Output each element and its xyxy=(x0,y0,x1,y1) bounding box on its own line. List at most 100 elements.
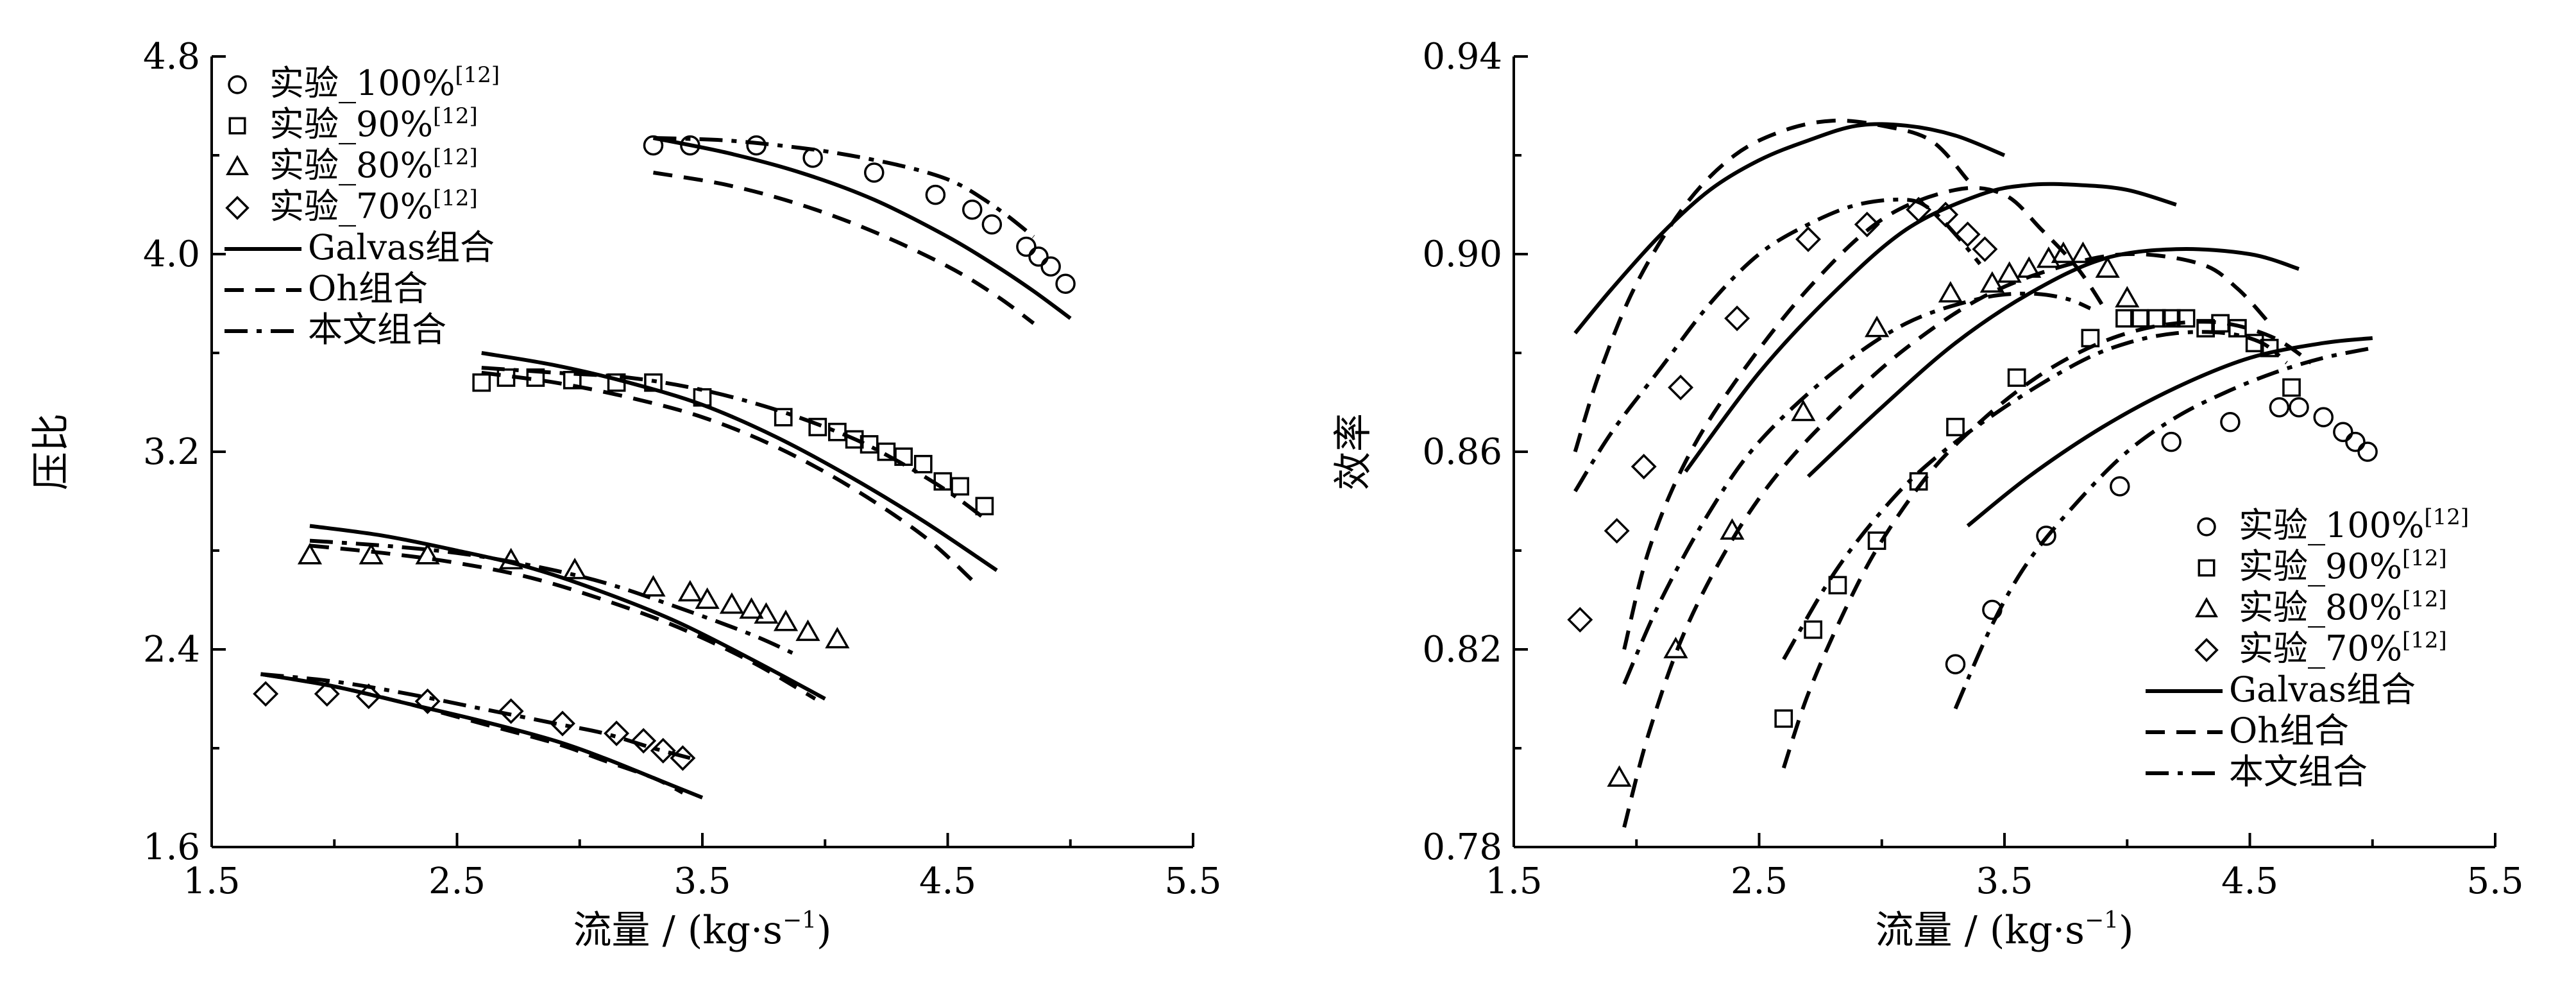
data-point-triangle xyxy=(415,543,440,565)
data-point-triangle xyxy=(297,543,323,565)
data-point-square xyxy=(2007,368,2026,387)
legend-label: 本文组合 xyxy=(308,309,446,350)
legend-label: 实验_70%[12] xyxy=(269,185,478,227)
y-tick-label: 4.8 xyxy=(143,36,200,78)
model-line-solid xyxy=(1573,122,2006,335)
y-tick-label: 0.78 xyxy=(1422,827,1502,868)
data-point-circle xyxy=(864,162,885,183)
data-point-circle xyxy=(925,184,946,205)
legend-label: 实验_80%[12] xyxy=(2239,587,2447,628)
data-point-square xyxy=(2147,309,2166,328)
data-point-diamond xyxy=(1795,226,1821,252)
data-point-diamond xyxy=(1631,454,1657,480)
legend-marker-circle xyxy=(2197,517,2216,536)
data-point-circle xyxy=(962,199,983,220)
model-line-dashdot xyxy=(1953,346,2373,710)
legend-marker-circle xyxy=(228,75,247,94)
data-point-square xyxy=(1774,709,1793,728)
model-line-dash xyxy=(1622,252,2271,828)
data-point-square xyxy=(563,371,582,390)
x-axis-label: 流量 / (kg·s−1) xyxy=(573,907,832,953)
data-point-diamond xyxy=(355,683,382,710)
data-point-circle xyxy=(2313,407,2334,427)
data-point-square xyxy=(1804,620,1823,639)
y-tick-label: 0.82 xyxy=(1422,629,1502,671)
data-point-diamond xyxy=(1854,211,1880,237)
model-line-solid xyxy=(1806,247,2300,478)
legend-label: 实验_90%[12] xyxy=(269,103,478,144)
data-point-square xyxy=(2196,319,2216,338)
legend-label: 实验_100%[12] xyxy=(269,62,500,103)
data-point-square xyxy=(2081,329,2100,348)
data-point-circle xyxy=(2333,422,2353,442)
data-point-circle xyxy=(2345,431,2366,452)
data-point-diamond xyxy=(1933,201,1959,228)
data-point-triangle xyxy=(1864,315,1890,338)
x-tick-label: 5.5 xyxy=(2466,861,2523,902)
data-point-triangle xyxy=(739,597,764,619)
y-tick-label: 4.0 xyxy=(143,234,200,275)
data-point-square xyxy=(845,430,864,449)
model-line-solid xyxy=(652,136,1072,320)
legend-label: 实验_100%[12] xyxy=(2239,504,2469,545)
data-point-circle xyxy=(2220,412,2241,433)
pressure-ratio-chart: 1.5 2.5 3.5 4.5 5.5 1.6 2.4 3.2 4.0 4.8 流量 / (kg·s… xyxy=(29,36,1222,953)
data-point-square xyxy=(644,373,663,392)
legend-label: 实验_80%[12] xyxy=(269,144,478,185)
model-line-dashdot xyxy=(1573,198,1982,493)
data-point-square xyxy=(828,422,847,441)
x-tick-label: 4.5 xyxy=(2221,861,2278,902)
x-tick-label: 3.5 xyxy=(1976,861,2033,902)
legend-marker-diamond xyxy=(225,196,250,220)
model-line-dashdot xyxy=(309,538,802,659)
model-line-solid xyxy=(481,351,998,572)
y-tick-label: 0.90 xyxy=(1422,234,1502,275)
data-point-triangle xyxy=(754,602,779,624)
y-tick-label: 1.6 xyxy=(143,827,200,868)
data-point-diamond xyxy=(1668,374,1694,400)
data-point-circle xyxy=(2161,431,2182,452)
data-point-triangle xyxy=(641,575,666,597)
legend: 实验_100%[12]实验_90%[12]实验_80%[12]实验_70%[12… xyxy=(2146,504,2469,792)
legend-label: Galvas组合 xyxy=(2229,669,2416,710)
model-line-dashdot xyxy=(260,672,691,760)
data-point-diamond xyxy=(650,737,676,764)
model-line-dashdot xyxy=(1782,330,2288,660)
data-point-square xyxy=(2282,378,2301,397)
data-point-triangle xyxy=(1720,518,1745,540)
y-axis-label: 效率 xyxy=(1331,413,1376,490)
model-line-dash xyxy=(260,672,684,794)
data-point-diamond xyxy=(414,688,441,714)
legend-label: 本文组合 xyxy=(2229,751,2368,792)
data-point-diamond xyxy=(604,720,630,746)
data-point-square xyxy=(951,477,969,496)
x-tick-label: 1.5 xyxy=(183,861,240,902)
model-line-dash xyxy=(309,544,817,701)
legend-marker-triangle xyxy=(226,155,249,175)
data-point-square xyxy=(607,373,626,392)
data-point-square xyxy=(1867,531,1886,550)
data-point-triangle xyxy=(795,619,820,641)
x-axis-label: 流量 / (kg·s−1) xyxy=(1876,907,2134,953)
legend-marker-diamond xyxy=(2194,638,2219,662)
model-line-dash xyxy=(1622,185,2110,650)
data-point-diamond xyxy=(1906,196,1932,223)
y-tick-label: 2.4 xyxy=(143,629,200,671)
data-point-triangle xyxy=(677,579,702,602)
data-point-circle xyxy=(2036,526,2056,546)
x-tick-label: 2.5 xyxy=(428,861,486,902)
x-tick-label: 4.5 xyxy=(919,861,976,902)
data-point-triangle xyxy=(1938,280,1963,303)
data-point-square xyxy=(1909,472,1928,491)
data-point-diamond xyxy=(498,698,524,724)
x-tick-label: 2.5 xyxy=(1731,861,1788,902)
data-point-square xyxy=(496,368,516,387)
data-point-triangle xyxy=(2051,241,2076,263)
data-point-triangle xyxy=(498,547,523,570)
data-point-square xyxy=(894,447,913,467)
data-point-circle xyxy=(2357,441,2378,462)
legend-marker-square xyxy=(2198,559,2216,577)
data-point-circle xyxy=(2289,397,2309,418)
model-line-dash xyxy=(481,370,974,582)
